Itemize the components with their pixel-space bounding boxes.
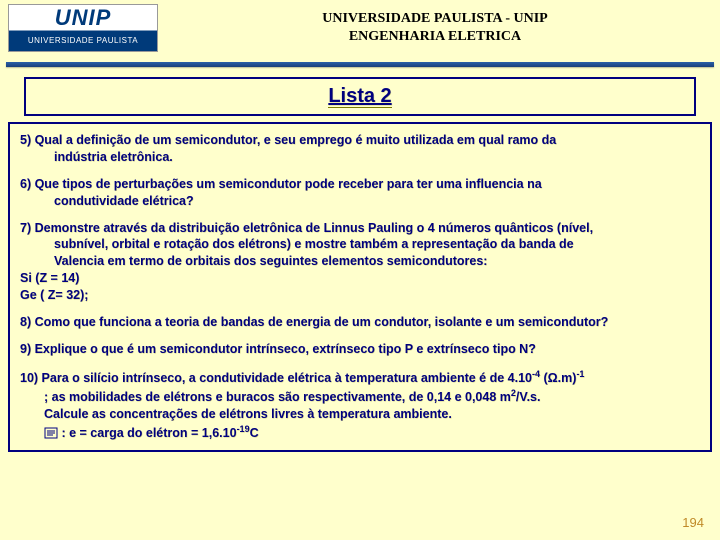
header-line2: ENGENHARIA ELETRICA [158,28,712,46]
q10-mid1: (Ω.m) [540,371,576,385]
q10-exp1: -4 [532,369,540,379]
q9-text: 9) Explique o que é um semicondutor intr… [20,342,536,356]
q7-si: Si (Z = 14) [20,270,700,287]
q5-lead: 5) Qual a definição de um semicondutor, … [20,133,556,147]
q10-line4b: C [250,426,259,440]
q10-line4: : e = carga do elétron = 1,6.10-19C [20,423,700,442]
q7-rest1: subnível, orbital e rotação dos elétrons… [20,236,700,253]
question-10: 10) Para o silício intrínseco, a conduti… [20,368,700,442]
page-number: 194 [682,515,704,530]
q7-ge: Ge ( Z= 32); [20,287,700,304]
question-8: 8) Como que funciona a teoria de bandas … [20,314,700,331]
logo: UNIP UNIVERSIDADE PAULISTA [8,4,158,52]
q6-lead: 6) Que tipos de perturbações um semicond… [20,177,542,191]
q6-rest: condutividade elétrica? [20,193,700,210]
question-5: 5) Qual a definição de um semicondutor, … [20,132,700,166]
header: UNIP UNIVERSIDADE PAULISTA UNIVERSIDADE … [0,0,720,62]
q10-line2a: ; as mobilidades de elétrons e buracos s… [44,390,511,404]
note-icon [44,427,58,439]
question-6: 6) Que tipos de perturbações um semicond… [20,176,700,210]
question-9: 9) Explique o que é um semicondutor intr… [20,341,700,358]
q10-lead: 10) Para o silício intrínseco, a conduti… [20,371,532,385]
q7-rest2: Valencia em termo de orbitais dos seguin… [20,253,700,270]
q10-line2b: /V.s. [516,390,541,404]
list-title: Lista 2 [328,85,391,108]
q7-lead: 7) Demonstre através da distribuição ele… [20,221,593,235]
question-7: 7) Demonstre através da distribuição ele… [20,220,700,304]
q10-line2: ; as mobilidades de elétrons e buracos s… [20,387,700,406]
logo-text-top: UNIP [9,5,157,30]
header-divider [6,62,714,67]
logo-text-bottom: UNIVERSIDADE PAULISTA [9,30,157,51]
q10-line3: Calcule as concentrações de elétrons liv… [20,406,700,423]
q10-exp2: -1 [576,369,584,379]
q5-rest: indústria eletrônica. [20,149,700,166]
q8-text: 8) Como que funciona a teoria de bandas … [20,315,608,329]
title-box: Lista 2 [24,77,696,116]
q10-exp3: -19 [237,424,250,434]
header-title: UNIVERSIDADE PAULISTA - UNIP ENGENHARIA … [158,4,712,45]
questions-box: 5) Qual a definição de um semicondutor, … [8,122,712,452]
header-line1: UNIVERSIDADE PAULISTA - UNIP [158,10,712,28]
q10-line4a: : e = carga do elétron = 1,6.10 [58,426,237,440]
